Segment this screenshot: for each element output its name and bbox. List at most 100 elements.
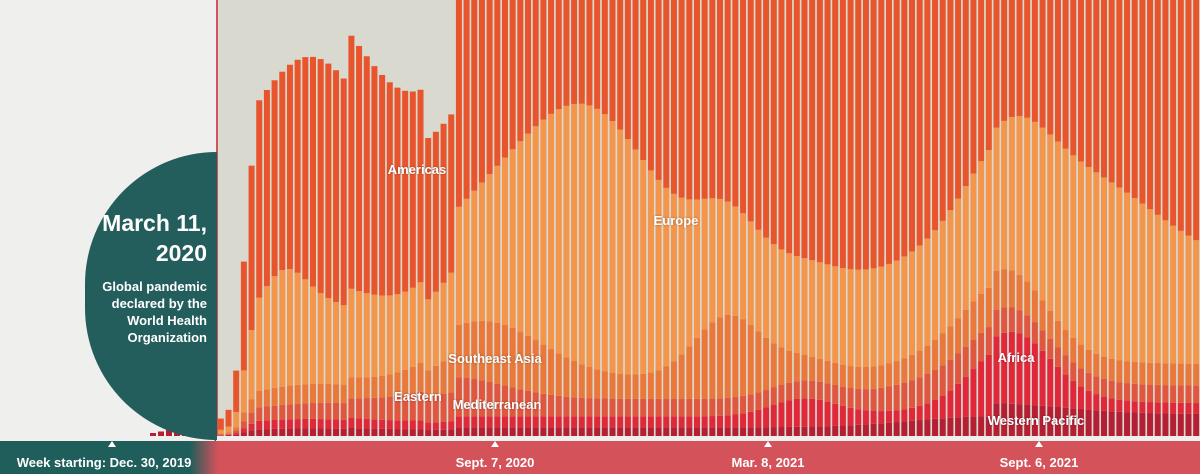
label-africa: Africa [997, 350, 1035, 365]
label-americas: Americas [387, 162, 447, 177]
bar-segment-western-pacific [732, 427, 739, 436]
bar-segment-eastern-mediterranean [294, 403, 301, 420]
bar-segment-africa [693, 416, 700, 428]
bar-segment-americas [478, 0, 485, 183]
bar-segment-africa [1147, 402, 1154, 414]
bar-segment-europe [294, 272, 301, 385]
bar-segment-africa [955, 383, 962, 418]
bar-segment-eastern-mediterranean [878, 387, 885, 412]
bar-segment-southeast-asia [670, 361, 677, 399]
bar-segment-eastern-mediterranean [555, 395, 562, 417]
bar-segment-europe [847, 269, 854, 367]
bar-segment-americas [763, 0, 770, 238]
bar-segment-southeast-asia [1162, 363, 1169, 386]
bar-segment-western-pacific [233, 434, 240, 436]
bar-segment-africa [1193, 403, 1200, 414]
bar-segment-africa [248, 423, 255, 431]
bar-segment-eastern-mediterranean [770, 387, 777, 405]
bar-segment-eastern-mediterranean [686, 398, 693, 417]
bar-segment-americas [701, 0, 708, 199]
bar-segment-western-pacific [1131, 412, 1138, 436]
bar-segment-western-pacific [640, 427, 647, 436]
bar-segment-southeast-asia [494, 322, 501, 384]
bar-segment-americas [962, 0, 969, 187]
bar-segment-eastern-mediterranean [955, 353, 962, 384]
bar-segment-western-pacific [1093, 410, 1100, 436]
bar-segment-europe [225, 426, 232, 433]
bar-segment-southeast-asia [1116, 360, 1123, 383]
bar-segment-africa [1047, 358, 1054, 407]
bar-segment-europe [1139, 203, 1146, 363]
bar-segment-western-pacific [909, 420, 916, 436]
bar-segment-western-pacific [540, 427, 547, 436]
bar-segment-africa [1170, 402, 1177, 414]
bar-segment-africa [924, 403, 931, 420]
bar-segment-eastern-mediterranean [594, 398, 601, 417]
bar-early-week [158, 431, 164, 436]
bar-segment-europe [878, 266, 885, 366]
bar-segment-africa [1124, 400, 1131, 413]
bar-segment-eastern-mediterranean [747, 394, 754, 412]
bar-segment-europe [1085, 167, 1092, 350]
bar-segment-americas [947, 0, 954, 211]
bar-segment-americas [617, 0, 624, 130]
bar-segment-western-pacific [701, 427, 708, 436]
bar-segment-africa [356, 418, 363, 429]
bar-segment-southeast-asia [655, 370, 662, 399]
bar-segment-western-pacific [809, 426, 816, 436]
bar-segment-southeast-asia [379, 375, 386, 398]
bar-segment-southeast-asia [640, 373, 647, 399]
bar-segment-western-pacific [256, 429, 263, 436]
bar-segment-southeast-asia [909, 354, 916, 381]
bar-segment-western-pacific [1062, 407, 1069, 436]
bar-segment-americas [686, 0, 693, 200]
bar-segment-africa [778, 402, 785, 428]
bar-segment-western-pacific [1154, 413, 1161, 436]
bar-segment-western-pacific [924, 419, 931, 436]
bar-segment-southeast-asia [256, 390, 263, 408]
bar-segment-africa [340, 419, 347, 429]
bar-segment-africa [1039, 350, 1046, 406]
bar-segment-americas [517, 0, 524, 142]
bar-segment-africa [440, 421, 447, 430]
bar-segment-europe [402, 291, 409, 370]
bar-segment-africa [1062, 374, 1069, 408]
bar-segment-americas [394, 87, 401, 295]
bar-segment-western-pacific [1008, 403, 1015, 436]
bar-segment-americas [1147, 0, 1154, 210]
bar-segment-southeast-asia [440, 361, 447, 395]
bar-segment-southeast-asia [885, 363, 892, 387]
bar-segment-eastern-mediterranean [970, 339, 977, 370]
bar-segment-southeast-asia [901, 358, 908, 383]
bar-segment-southeast-asia [824, 360, 831, 384]
bar-segment-africa [1070, 380, 1077, 409]
bar-segment-americas [1131, 0, 1138, 199]
bar-segment-southeast-asia [1070, 338, 1077, 363]
bar-segment-americas [1039, 0, 1046, 128]
bar-segment-eastern-mediterranean [363, 398, 370, 419]
bar-segment-eastern-mediterranean [1139, 384, 1146, 402]
bar-segment-americas [717, 0, 724, 199]
bar-segment-europe [1185, 235, 1192, 364]
bar-segment-southeast-asia [501, 324, 508, 386]
bar-segment-europe [333, 302, 340, 385]
bar-segment-europe [363, 293, 370, 378]
bar-segment-western-pacific [617, 427, 624, 436]
bar-segment-americas [256, 100, 263, 298]
bar-segment-western-pacific [747, 427, 754, 436]
bar-segment-americas [955, 0, 962, 199]
bar-segment-americas [709, 0, 716, 199]
bar-segment-americas [909, 0, 916, 252]
bar-segment-western-pacific [563, 427, 570, 436]
bar-segment-western-pacific [417, 429, 424, 436]
bar-segment-europe [601, 114, 608, 372]
bar-segment-southeast-asia [878, 365, 885, 388]
bar-segment-western-pacific [1101, 410, 1107, 436]
bar-segment-europe [778, 249, 785, 348]
bar-segment-western-pacific [832, 425, 839, 436]
bar-segment-europe [824, 264, 831, 361]
bar-segment-eastern-mediterranean [263, 406, 270, 421]
bar-segment-eastern-mediterranean [586, 398, 593, 417]
callout-pointer [196, 420, 216, 442]
bar-segment-americas [455, 0, 462, 207]
